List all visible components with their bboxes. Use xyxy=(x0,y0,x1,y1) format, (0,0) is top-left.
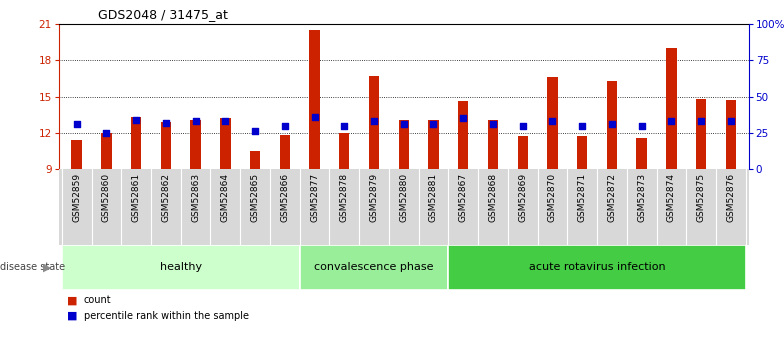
Text: GSM52877: GSM52877 xyxy=(310,173,319,222)
Bar xyxy=(398,119,409,169)
Text: ▶: ▶ xyxy=(43,263,52,272)
Bar xyxy=(299,245,448,290)
Bar xyxy=(666,48,677,169)
Text: GSM52867: GSM52867 xyxy=(459,173,468,222)
Bar xyxy=(220,118,230,169)
Point xyxy=(397,121,410,127)
Bar xyxy=(726,100,736,169)
Text: ■: ■ xyxy=(67,295,77,305)
Text: GSM52865: GSM52865 xyxy=(251,173,260,222)
Point xyxy=(695,118,707,124)
Text: disease state: disease state xyxy=(0,263,65,272)
Text: GSM52879: GSM52879 xyxy=(369,173,379,222)
Point xyxy=(100,130,113,136)
Bar xyxy=(339,133,350,169)
Text: GDS2048 / 31475_at: GDS2048 / 31475_at xyxy=(98,8,228,21)
Point xyxy=(278,123,291,128)
Text: GSM52881: GSM52881 xyxy=(429,173,438,222)
Text: percentile rank within the sample: percentile rank within the sample xyxy=(84,311,249,321)
Bar xyxy=(488,119,498,169)
Bar xyxy=(191,119,201,169)
Bar xyxy=(161,122,171,169)
Point xyxy=(576,123,589,128)
Text: GSM52868: GSM52868 xyxy=(488,173,498,222)
Bar xyxy=(310,30,320,169)
Text: GSM52871: GSM52871 xyxy=(578,173,586,222)
Text: GSM52873: GSM52873 xyxy=(637,173,646,222)
Bar xyxy=(607,81,617,169)
Point xyxy=(606,121,619,127)
Text: GSM52859: GSM52859 xyxy=(72,173,81,222)
Point xyxy=(665,118,677,124)
Bar xyxy=(448,245,746,290)
Text: GSM52874: GSM52874 xyxy=(667,173,676,222)
Point xyxy=(517,123,529,128)
Point xyxy=(338,123,350,128)
Point xyxy=(160,120,172,126)
Text: GSM52862: GSM52862 xyxy=(162,173,170,222)
Text: GSM52872: GSM52872 xyxy=(608,173,616,222)
Point xyxy=(487,121,499,127)
Text: GSM52866: GSM52866 xyxy=(281,173,289,222)
Text: GSM52861: GSM52861 xyxy=(132,173,140,222)
Point xyxy=(368,118,380,124)
Bar xyxy=(458,101,468,169)
Text: GSM52869: GSM52869 xyxy=(518,173,527,222)
Bar xyxy=(71,140,82,169)
Text: GSM52875: GSM52875 xyxy=(697,173,706,222)
Text: convalescence phase: convalescence phase xyxy=(314,263,434,272)
Point xyxy=(219,118,231,124)
Text: acute rotavirus infection: acute rotavirus infection xyxy=(528,263,666,272)
Point xyxy=(724,118,737,124)
Bar xyxy=(250,151,260,169)
Bar xyxy=(101,133,111,169)
Text: GSM52863: GSM52863 xyxy=(191,173,200,222)
Point xyxy=(308,114,321,120)
Text: GSM52880: GSM52880 xyxy=(399,173,408,222)
Point xyxy=(457,116,470,121)
Bar xyxy=(637,138,647,169)
Bar xyxy=(131,117,141,169)
Bar xyxy=(62,245,299,290)
Bar xyxy=(696,99,706,169)
Point xyxy=(635,123,648,128)
Point xyxy=(189,118,201,124)
Text: ■: ■ xyxy=(67,311,77,321)
Bar xyxy=(547,77,557,169)
Bar xyxy=(368,76,379,169)
Point xyxy=(249,129,261,134)
Point xyxy=(71,121,83,127)
Text: GSM52870: GSM52870 xyxy=(548,173,557,222)
Bar xyxy=(517,136,528,169)
Point xyxy=(546,118,559,124)
Point xyxy=(427,121,440,127)
Bar xyxy=(577,136,587,169)
Text: count: count xyxy=(84,295,111,305)
Text: healthy: healthy xyxy=(160,263,201,272)
Text: GSM52876: GSM52876 xyxy=(727,173,735,222)
Text: GSM52860: GSM52860 xyxy=(102,173,111,222)
Bar xyxy=(280,135,290,169)
Text: GSM52878: GSM52878 xyxy=(339,173,349,222)
Point xyxy=(130,117,143,122)
Text: GSM52864: GSM52864 xyxy=(221,173,230,222)
Bar xyxy=(428,119,439,169)
